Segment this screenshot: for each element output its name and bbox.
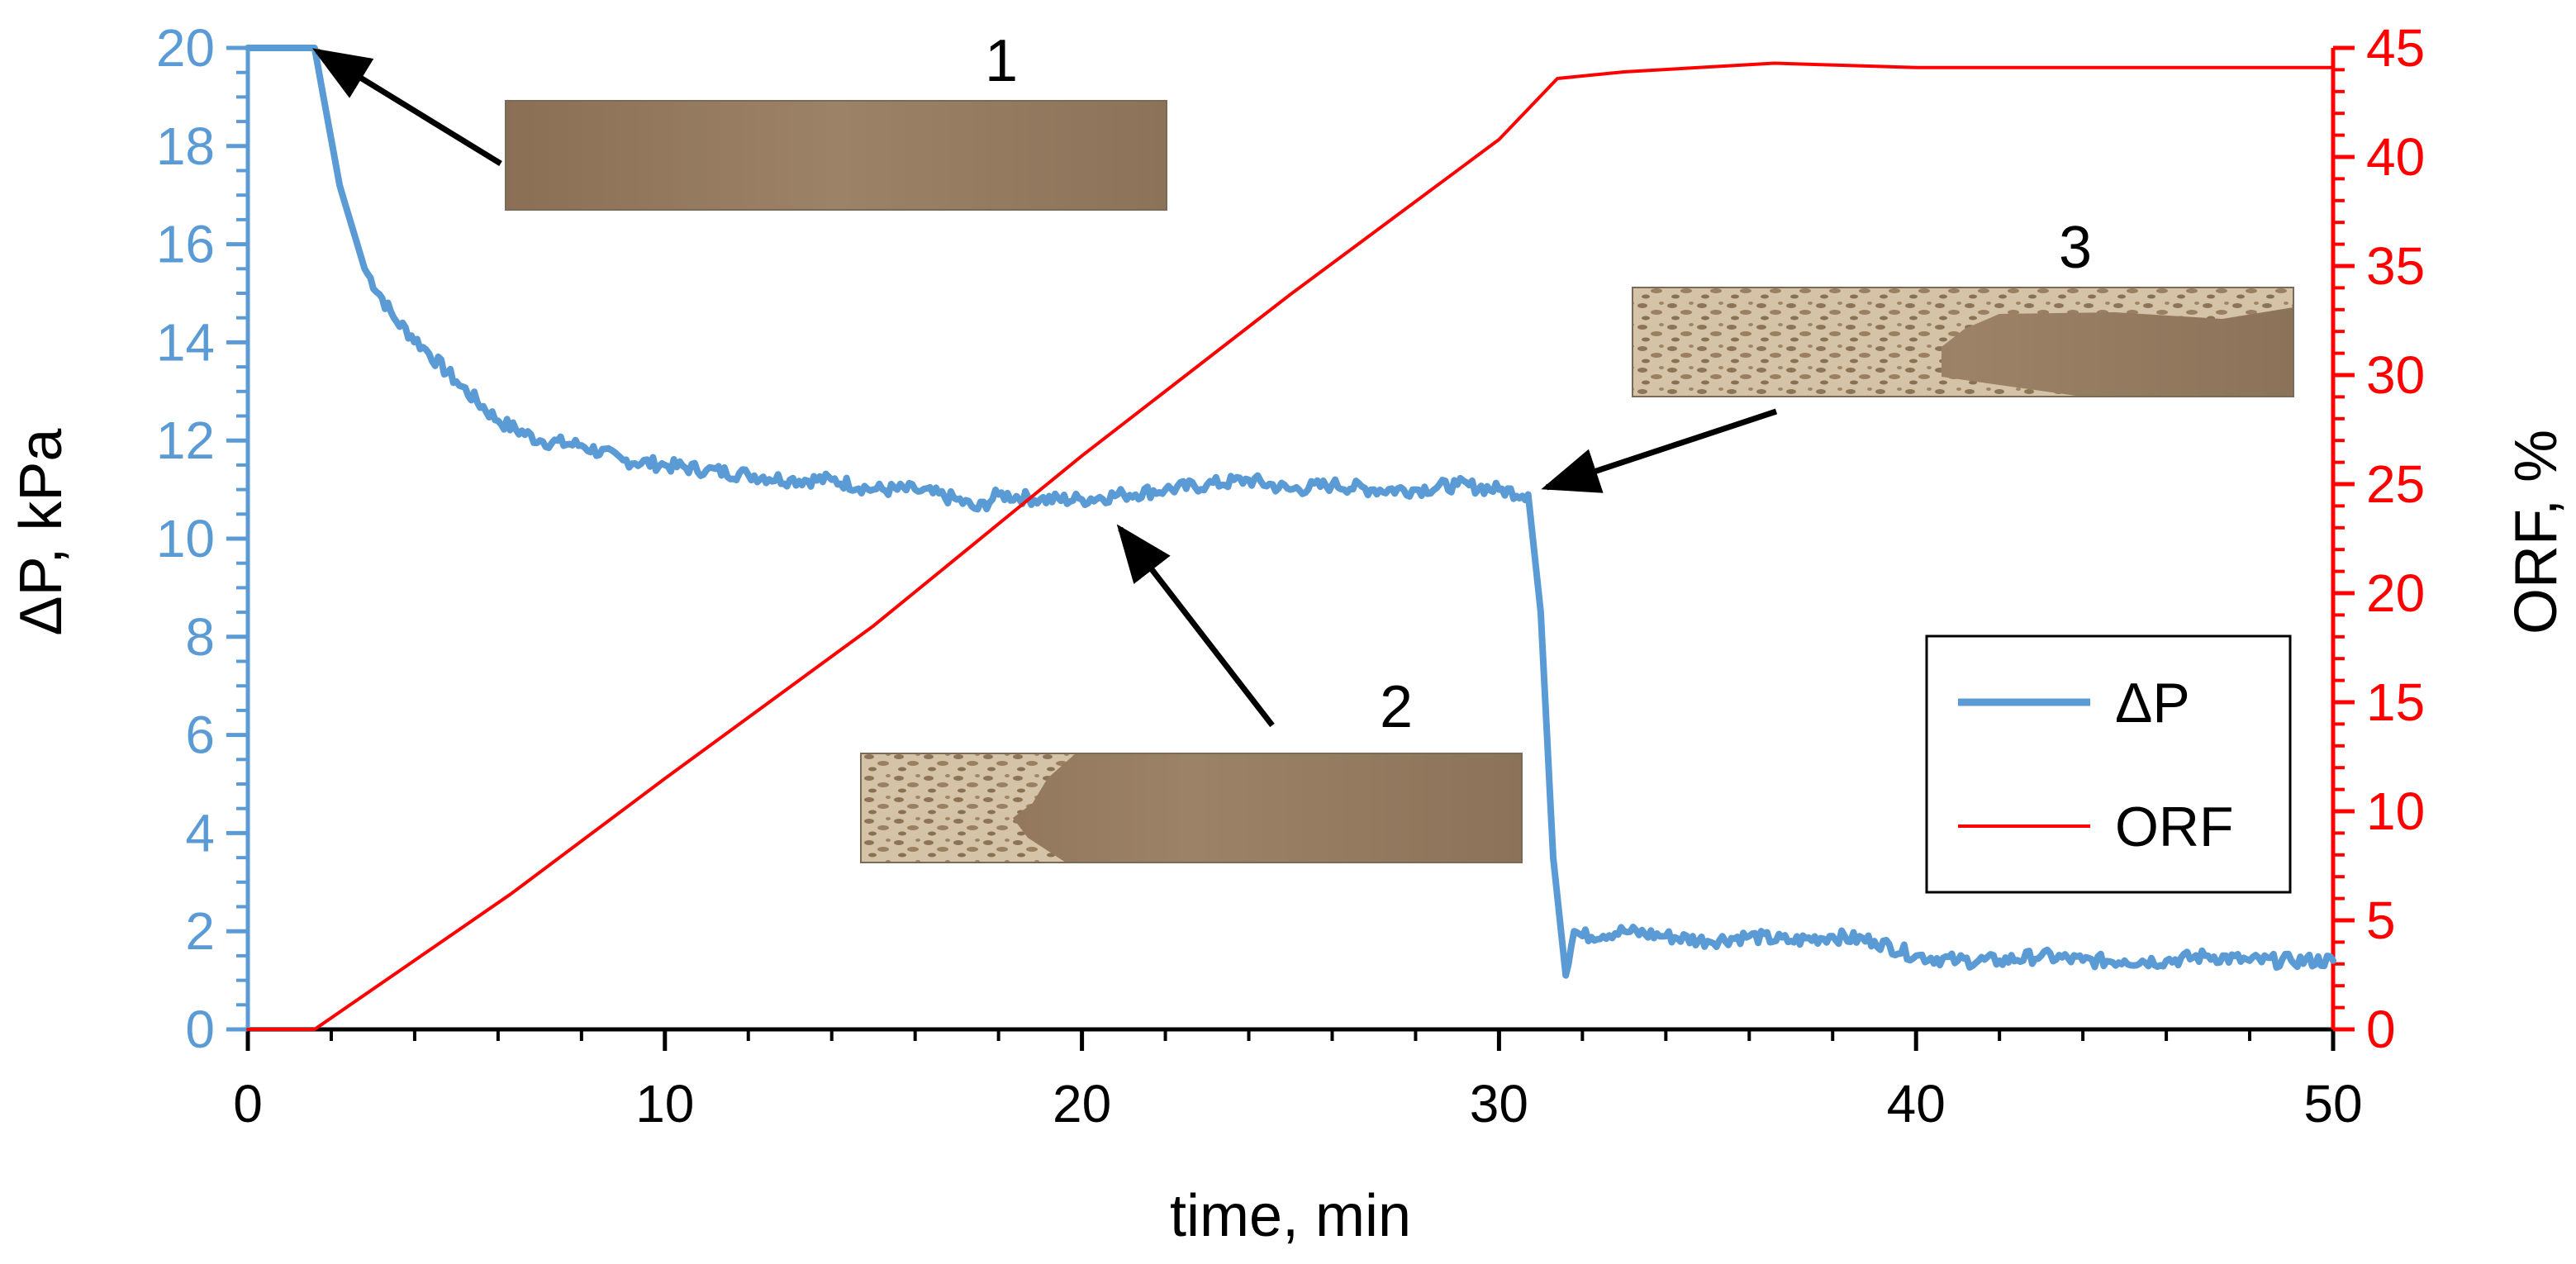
y-right-tick-label: 35 bbox=[2366, 236, 2425, 296]
y-left-tick-label: 8 bbox=[185, 607, 215, 667]
y-left-tick-label: 18 bbox=[156, 116, 215, 176]
annotation-label-3: 3 bbox=[2059, 215, 2092, 281]
y-right-tick-label: 25 bbox=[2366, 454, 2425, 514]
y-right-tick-label: 45 bbox=[2366, 18, 2425, 78]
inset-image-3 bbox=[1632, 287, 2294, 397]
series-layer bbox=[245, 45, 2336, 1031]
legend: ΔP ORF bbox=[1925, 634, 2292, 894]
y-right-tick-label: 20 bbox=[2366, 563, 2425, 623]
annotation-label-1: 1 bbox=[985, 28, 1018, 94]
y-left-axis-title: ΔP, kPa bbox=[8, 428, 74, 636]
x-tick-label: 10 bbox=[635, 1074, 694, 1133]
y-left-tick-label: 20 bbox=[156, 18, 215, 78]
annotation-label-2: 2 bbox=[1380, 674, 1413, 740]
y-left-tick-label: 2 bbox=[185, 901, 215, 961]
y-right-tick-label: 30 bbox=[2366, 345, 2425, 405]
x-tick-label: 20 bbox=[1053, 1074, 1111, 1133]
annotation-arrow-3 bbox=[1541, 408, 1778, 493]
x-axis-title: time, min bbox=[1170, 1183, 1411, 1249]
y-right-tick-label: 40 bbox=[2366, 127, 2425, 187]
inset-image-2 bbox=[860, 753, 1523, 863]
y-left-tick-label: 4 bbox=[185, 803, 215, 862]
series-line-dp bbox=[245, 45, 2336, 979]
x-tick-label: 50 bbox=[2303, 1074, 2362, 1133]
y-right-tick-label: 10 bbox=[2366, 782, 2425, 841]
y-left-tick-label: 10 bbox=[156, 509, 215, 568]
y-left-tick-label: 6 bbox=[185, 706, 215, 765]
y-right-axis-title: ORF, % bbox=[2503, 430, 2569, 634]
x-tick-label: 30 bbox=[1470, 1074, 1528, 1133]
inset-image-1 bbox=[505, 100, 1167, 211]
y-left-tick-label: 12 bbox=[156, 411, 215, 470]
axes: 0 10 20 30 40 5002468101214161820051015202530… bbox=[156, 18, 2425, 1133]
y-right-tick-label: 15 bbox=[2366, 672, 2425, 732]
annotation-arrow-2 bbox=[1116, 524, 1275, 728]
y-right-tick-label: 0 bbox=[2366, 1000, 2396, 1059]
legend-label-dp: ΔP bbox=[2115, 672, 2190, 734]
annotation-arrow-1 bbox=[312, 48, 502, 166]
x-tick-label: 0 bbox=[233, 1074, 263, 1133]
y-left-tick-label: 0 bbox=[185, 1000, 215, 1059]
y-right-tick-label: 5 bbox=[2366, 891, 2396, 950]
y-left-tick-label: 14 bbox=[156, 312, 215, 372]
y-left-tick-label: 16 bbox=[156, 215, 215, 274]
series-line-orf bbox=[246, 61, 2335, 1031]
x-tick-label: 40 bbox=[1887, 1074, 1946, 1133]
legend-label-orf: ORF bbox=[2115, 796, 2234, 858]
